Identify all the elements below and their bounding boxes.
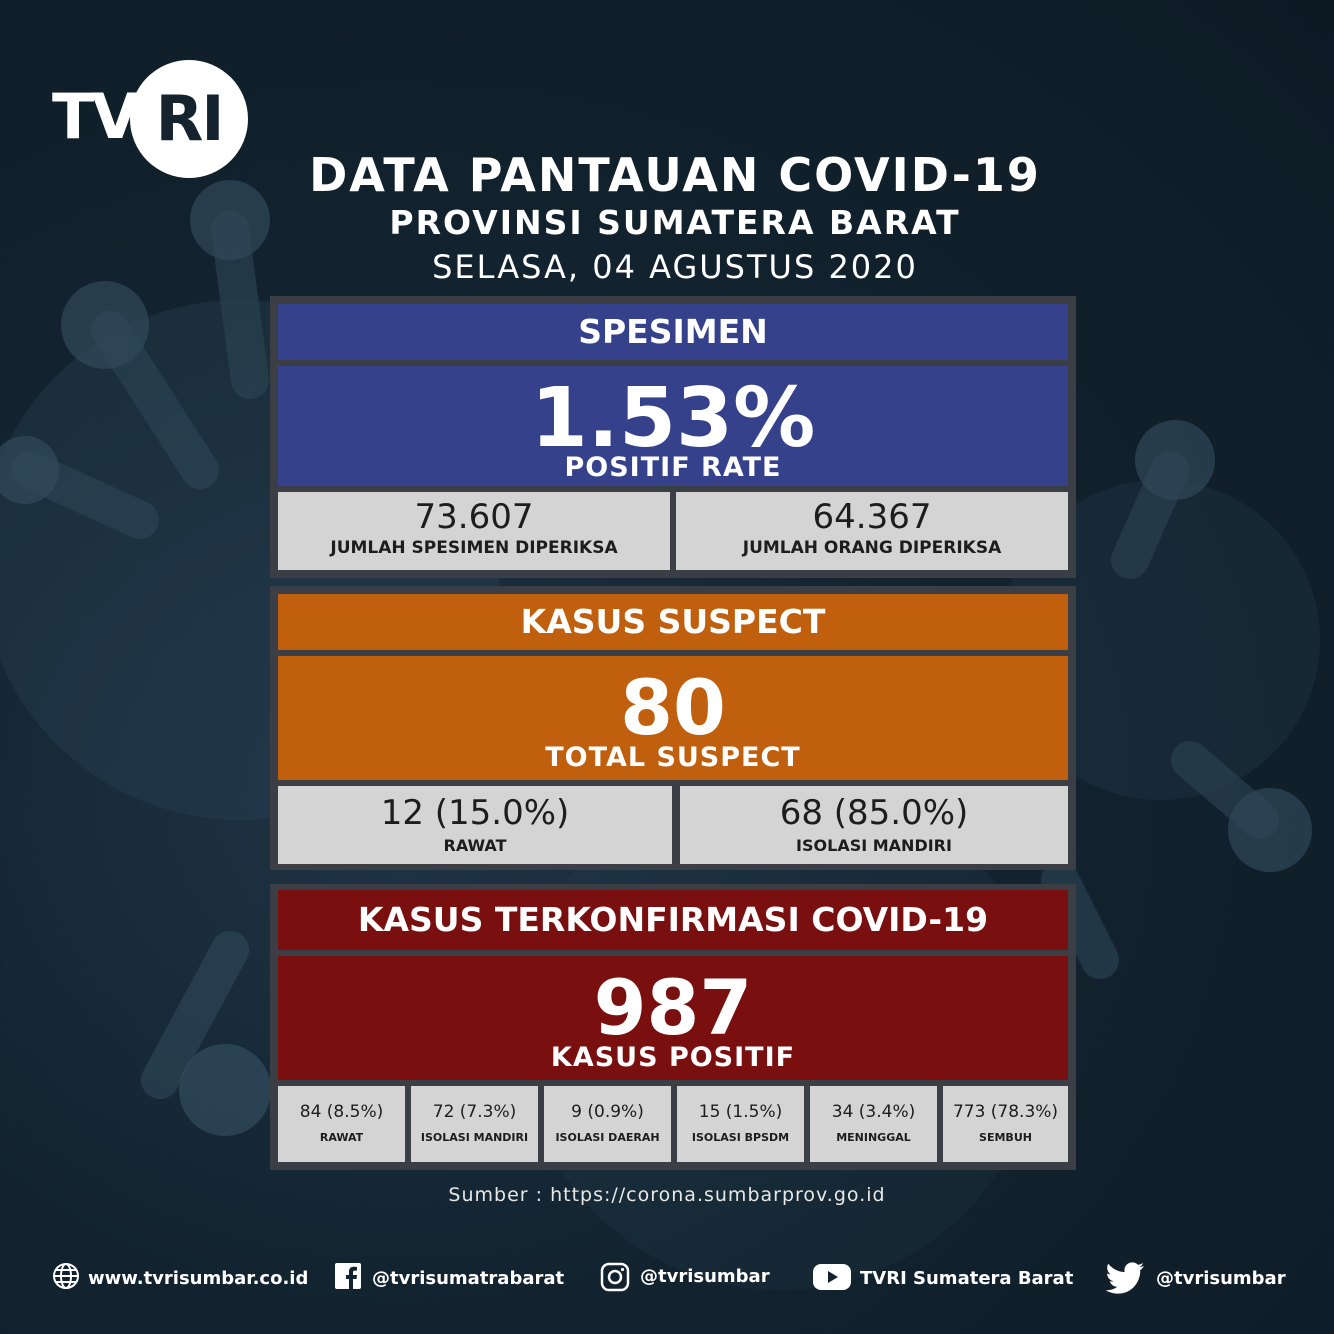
cell-value: 9 (0.9%) bbox=[571, 1102, 644, 1122]
logo-circle: RI bbox=[130, 60, 248, 178]
konfirmasi-cell-isolasi-daerah: 9 (0.9%) ISOLASI DAERAH bbox=[544, 1086, 671, 1162]
spesimen-cell-jumlah-orang: 64.367 JUMLAH ORANG DIPERIKSA bbox=[676, 492, 1068, 570]
cell-label: MENINGGAL bbox=[836, 1131, 911, 1144]
instagram-handle: @tvrisumbar bbox=[640, 1266, 770, 1287]
cell-value: 15 (1.5%) bbox=[698, 1102, 783, 1122]
positif-rate-value: 1.53% bbox=[530, 371, 816, 466]
cell-label: ISOLASI MANDIRI bbox=[796, 836, 952, 855]
cell-label: RAWAT bbox=[443, 836, 507, 855]
youtube-icon bbox=[813, 1264, 851, 1290]
cell-label: ISOLASI MANDIRI bbox=[420, 1131, 529, 1144]
cell-label: ISOLASI BPSDM bbox=[691, 1131, 790, 1144]
konfirmasi-cell-isolasi-mandiri: 72 (7.3%) ISOLASI MANDIRI bbox=[411, 1086, 538, 1162]
cell-value: 73.607 bbox=[414, 497, 534, 537]
spesimen-rate-box: 1.53% POSITIF RATE bbox=[278, 366, 1068, 486]
footer-facebook[interactable]: @tvrisumatrabarat bbox=[334, 1262, 574, 1294]
footer-instagram[interactable]: @tvrisumbar bbox=[600, 1262, 780, 1294]
cell-value: 84 (8.5%) bbox=[299, 1102, 384, 1122]
konfirmasi-heading: KASUS TERKONFIRMASI COVID-19 bbox=[278, 890, 1068, 950]
cell-label: JUMLAH SPESIMEN DIPERIKSA bbox=[330, 538, 618, 558]
suspect-panel: KASUS SUSPECT 80 TOTAL SUSPECT 12 (15.0%… bbox=[270, 586, 1076, 870]
konfirmasi-panel: KASUS TERKONFIRMASI COVID-19 987 KASUS P… bbox=[270, 884, 1076, 1170]
facebook-handle: @tvrisumatrabarat bbox=[372, 1268, 565, 1289]
logo-text-ri: RI bbox=[155, 82, 225, 155]
tvri-logo: TV RI bbox=[52, 60, 252, 180]
suspect-heading: KASUS SUSPECT bbox=[278, 594, 1068, 650]
page-subtitle: PROVINSI SUMATERA BARAT bbox=[389, 203, 961, 242]
youtube-channel: TVRI Sumatera Barat bbox=[860, 1268, 1074, 1289]
konfirmasi-total-box: 987 KASUS POSITIF bbox=[278, 956, 1068, 1080]
cell-label: ISOLASI DAERAH bbox=[555, 1131, 660, 1144]
total-suspect-value: 80 bbox=[620, 663, 726, 752]
page-title: DATA PANTAUAN COVID-19 bbox=[309, 148, 1041, 202]
cell-value: 773 (78.3%) bbox=[952, 1102, 1059, 1122]
spesimen-panel: SPESIMEN 1.53% POSITIF RATE 73.607 JUMLA… bbox=[270, 296, 1076, 578]
facebook-icon bbox=[335, 1263, 361, 1289]
twitter-handle: @tvrisumbar bbox=[1156, 1268, 1286, 1289]
spesimen-heading: SPESIMEN bbox=[278, 304, 1068, 360]
twitter-icon bbox=[1106, 1262, 1144, 1294]
cell-value: 34 (3.4%) bbox=[831, 1102, 916, 1122]
footer-twitter[interactable]: @tvrisumbar bbox=[1106, 1262, 1286, 1294]
cell-value: 68 (85.0%) bbox=[779, 793, 969, 833]
source-link[interactable]: Sumber : https://corona.sumbarprov.go.id bbox=[448, 1184, 886, 1206]
cell-label: JUMLAH ORANG DIPERIKSA bbox=[742, 538, 1002, 558]
suspect-cell-isolasi-mandiri: 68 (85.0%) ISOLASI MANDIRI bbox=[680, 786, 1068, 864]
kasus-positif-label: KASUS POSITIF bbox=[550, 1042, 796, 1073]
total-suspect-label: TOTAL SUSPECT bbox=[545, 742, 801, 773]
cell-value: 64.367 bbox=[812, 497, 932, 537]
konfirmasi-cell-sembuh: 773 (78.3%) SEMBUH bbox=[943, 1086, 1068, 1162]
cell-value: 72 (7.3%) bbox=[432, 1102, 517, 1122]
kasus-positif-value: 987 bbox=[593, 963, 753, 1052]
footer-youtube[interactable]: TVRI Sumatera Barat bbox=[812, 1262, 1073, 1294]
konfirmasi-cell-meninggal: 34 (3.4%) MENINGGAL bbox=[810, 1086, 937, 1162]
report-date: SELASA, 04 AGUSTUS 2020 bbox=[432, 248, 918, 286]
suspect-cell-rawat: 12 (15.0%) RAWAT bbox=[278, 786, 672, 864]
cell-value: 12 (15.0%) bbox=[380, 793, 570, 833]
konfirmasi-cell-isolasi-bpsdm: 15 (1.5%) ISOLASI BPSDM bbox=[677, 1086, 804, 1162]
website-text: www.tvrisumbar.co.id bbox=[88, 1268, 309, 1289]
spesimen-cell-jumlah-spesimen: 73.607 JUMLAH SPESIMEN DIPERIKSA bbox=[278, 492, 670, 570]
instagram-icon bbox=[600, 1262, 630, 1292]
cell-label: RAWAT bbox=[319, 1131, 364, 1144]
suspect-total-box: 80 TOTAL SUSPECT bbox=[278, 656, 1068, 780]
positif-rate-label: POSITIF RATE bbox=[564, 452, 782, 483]
footer-website[interactable]: www.tvrisumbar.co.id bbox=[52, 1262, 312, 1294]
cell-label: SEMBUH bbox=[979, 1131, 1032, 1144]
konfirmasi-cell-rawat: 84 (8.5%) RAWAT bbox=[278, 1086, 405, 1162]
globe-icon bbox=[53, 1263, 79, 1289]
logo-text-tv: TV bbox=[52, 80, 139, 153]
